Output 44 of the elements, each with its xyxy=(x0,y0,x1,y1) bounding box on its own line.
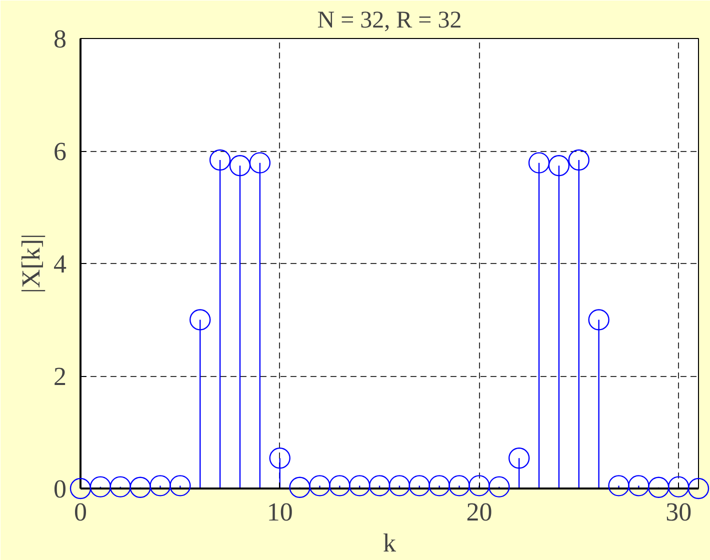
point xyxy=(628,475,650,496)
point xyxy=(269,448,290,469)
point xyxy=(548,155,570,176)
point xyxy=(170,475,191,496)
point xyxy=(608,475,630,496)
point xyxy=(249,152,271,174)
chart-title: N = 32, R = 32 xyxy=(317,8,462,34)
x-tick-label: 0 xyxy=(74,498,87,526)
point xyxy=(428,475,450,496)
point xyxy=(528,152,550,174)
y-tick-label: 4 xyxy=(54,250,66,278)
point xyxy=(448,475,470,496)
x-tick-label: 10 xyxy=(266,498,293,526)
x-tick-label: 20 xyxy=(466,498,492,526)
point xyxy=(588,309,610,330)
point xyxy=(229,155,251,176)
y-tick-label: 8 xyxy=(54,24,66,54)
point xyxy=(329,475,350,496)
y-tick-label: 6 xyxy=(54,137,66,166)
y-tick-label: 2 xyxy=(54,362,66,391)
point xyxy=(568,149,590,171)
y-axis-title: |X[k]| xyxy=(16,234,46,294)
point xyxy=(348,475,370,496)
point xyxy=(388,475,410,496)
point xyxy=(408,475,430,496)
x-axis-title: k xyxy=(383,528,396,558)
point xyxy=(648,476,670,498)
point xyxy=(130,476,151,498)
point xyxy=(508,448,530,469)
point xyxy=(209,149,231,171)
point xyxy=(150,475,171,496)
point xyxy=(289,476,310,498)
point xyxy=(309,475,330,496)
point xyxy=(488,476,510,498)
point xyxy=(668,476,690,498)
point xyxy=(90,476,112,498)
point xyxy=(368,475,390,496)
y-tick-label: 0 xyxy=(54,474,66,504)
point xyxy=(688,478,710,500)
point xyxy=(468,475,490,496)
point xyxy=(110,476,131,498)
point xyxy=(70,478,92,500)
point xyxy=(190,309,211,330)
x-tick-label: 30 xyxy=(666,498,692,526)
